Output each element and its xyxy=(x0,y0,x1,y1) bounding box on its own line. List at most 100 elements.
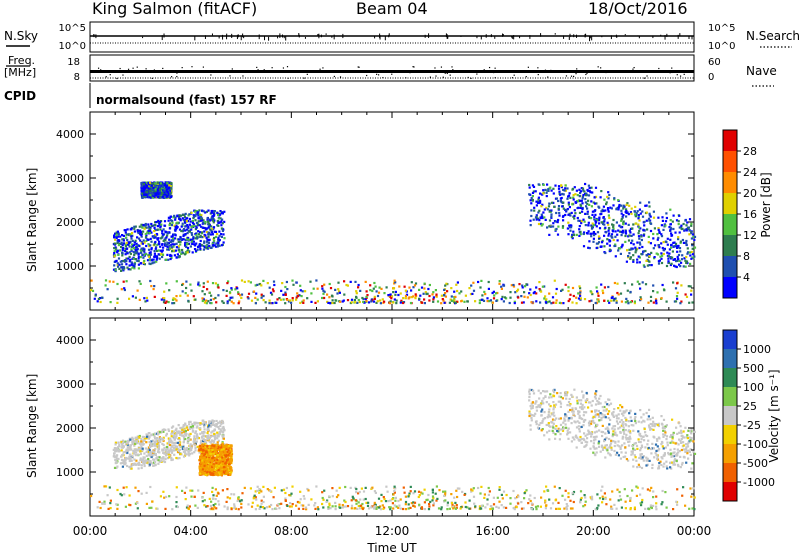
echo-cell xyxy=(213,433,215,435)
echo-cell xyxy=(553,206,555,208)
freq-dot xyxy=(600,67,601,68)
noise-spike xyxy=(540,33,541,37)
echo-cell xyxy=(236,287,238,289)
echo-cell xyxy=(600,210,602,212)
freq-dot xyxy=(281,72,282,73)
echo-cell xyxy=(165,259,167,261)
echo-cell xyxy=(115,456,117,458)
echo-cell xyxy=(199,248,201,250)
echo-cell xyxy=(630,242,632,244)
noise-tick-right-low: 10^0 xyxy=(708,41,735,52)
echo-cell xyxy=(226,282,228,284)
echo-cell xyxy=(639,243,641,245)
echo-cell xyxy=(529,220,531,222)
echo-cell xyxy=(569,206,571,208)
echo-cell xyxy=(634,213,636,215)
echo-cell xyxy=(618,207,620,209)
echo-cell xyxy=(152,193,154,195)
echo-cell xyxy=(205,441,207,443)
echo-cell xyxy=(688,285,690,287)
echo-cell xyxy=(284,286,286,288)
echo-cell xyxy=(622,207,624,209)
echo-cell xyxy=(223,438,225,440)
echo-cell xyxy=(278,297,280,299)
freq-label-2: [MHz] xyxy=(4,66,36,79)
echo-cell xyxy=(470,285,472,287)
echo-cell xyxy=(204,431,206,433)
echo-cell xyxy=(221,219,223,221)
echo-cell xyxy=(541,214,543,216)
echo-cell xyxy=(115,234,117,236)
echo-cell xyxy=(594,196,596,198)
echo-cell xyxy=(127,448,129,450)
echo-cell xyxy=(672,281,674,283)
echo-cell xyxy=(637,210,639,212)
echo-cell xyxy=(125,253,127,255)
echo-cell xyxy=(113,255,115,257)
echo-cell xyxy=(339,292,341,294)
echo-cell xyxy=(118,264,120,266)
echo-cell xyxy=(165,236,167,238)
echo-cell xyxy=(126,242,128,244)
echo-cell xyxy=(678,223,680,225)
echo-cell xyxy=(631,228,633,230)
echo-cell xyxy=(673,242,675,244)
echo-cell xyxy=(95,294,97,296)
echo-cell xyxy=(215,282,217,284)
echo-cell xyxy=(151,185,153,187)
echo-cell xyxy=(230,287,232,289)
echo-cell xyxy=(143,191,145,193)
echo-cell xyxy=(653,247,655,249)
freq-dot xyxy=(537,67,538,68)
echo-cell xyxy=(142,187,144,189)
echo-cell xyxy=(607,235,609,237)
echo-cell xyxy=(201,297,203,299)
echo-cell xyxy=(577,292,579,294)
echo-cell xyxy=(299,302,301,304)
echo-cell xyxy=(186,224,188,226)
echo-cell xyxy=(481,299,483,301)
echo-cell xyxy=(554,280,556,282)
echo-cell xyxy=(630,291,632,293)
echo-cell xyxy=(157,196,159,198)
echo-cell xyxy=(299,285,301,287)
echo-cell xyxy=(612,219,614,221)
echo-cell xyxy=(691,237,693,239)
echo-cell xyxy=(220,428,222,430)
echo-cell xyxy=(113,252,115,254)
noise-spike xyxy=(259,34,260,39)
echo-cell xyxy=(589,187,591,189)
echo-cell xyxy=(662,220,664,222)
echo-cell xyxy=(607,222,609,224)
echo-cell xyxy=(273,290,275,292)
echo-cell xyxy=(303,299,305,301)
echo-cell xyxy=(165,186,167,188)
echo-cell xyxy=(608,194,610,196)
echo-cell xyxy=(166,254,168,256)
echo-cell xyxy=(130,228,132,230)
noise-spike xyxy=(282,35,283,38)
echo-cell xyxy=(160,250,162,252)
echo-cell xyxy=(148,256,150,258)
noise-tick-left-low: 10^0 xyxy=(59,41,86,52)
echo-cell xyxy=(616,234,618,236)
echo-cell xyxy=(262,280,264,282)
echo-cell xyxy=(241,294,243,296)
echo-cell xyxy=(129,444,131,446)
echo-cell xyxy=(129,439,131,441)
echo-cell xyxy=(189,218,191,220)
echo-cell xyxy=(421,302,423,304)
echo-cell xyxy=(458,292,460,294)
echo-cell xyxy=(180,230,182,232)
freq-dot xyxy=(120,68,121,69)
echo-cell xyxy=(580,297,582,299)
echo-cell xyxy=(362,301,364,303)
noise-spike xyxy=(569,37,570,40)
echo-cell xyxy=(579,207,581,209)
echo-cell xyxy=(134,230,136,232)
freq-dot xyxy=(378,74,379,75)
echo-cell xyxy=(255,293,257,295)
echo-cell xyxy=(347,285,349,287)
echo-cell xyxy=(625,223,627,225)
echo-cell xyxy=(168,452,170,454)
